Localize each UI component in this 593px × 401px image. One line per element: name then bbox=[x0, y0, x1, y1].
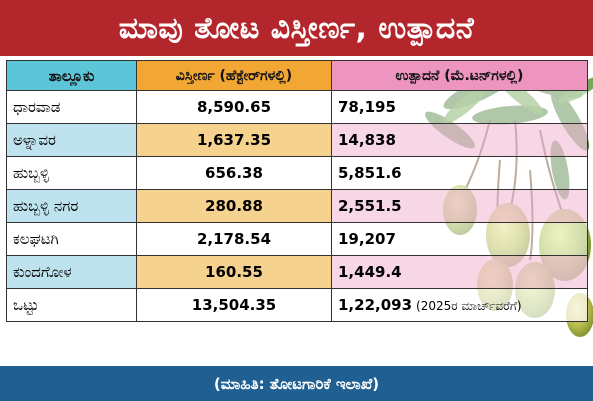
table-row: ಕಲಘಟಗಿ 2,178.54 19,207 bbox=[6, 222, 588, 256]
production-value: 2,551.5 bbox=[331, 189, 588, 223]
taluk-name: ಹುಬ್ಬಳ್ಳಿ bbox=[6, 156, 137, 190]
taluk-name: ಹುಬ್ಬಳ್ಳಿ ನಗರ bbox=[6, 189, 137, 223]
total-production: 1,22,093 bbox=[338, 296, 413, 314]
header-area: ವಿಸ್ತೀರ್ಣ (ಹೆಕ್ಟೇರ್‌ಗಳಲ್ಲಿ) bbox=[136, 60, 332, 91]
total-production-cell: 1,22,093 (2025ರ ಮಾರ್ಚ್‌ವರೆಗೆ) bbox=[331, 288, 588, 322]
taluk-name: ಕಲಘಟಗಿ bbox=[6, 222, 137, 256]
total-label: ಒಟ್ಟು bbox=[6, 288, 137, 322]
production-value: 19,207 bbox=[331, 222, 588, 256]
production-value: 14,838 bbox=[331, 123, 588, 157]
page-title: ಮಾವು ತೋಟ ವಿಸ್ತೀರ್ಣ, ಉತ್ಪಾದನೆ bbox=[118, 10, 475, 46]
table-row: ಕುಂದಗೋಳ 160.55 1,449.4 bbox=[6, 255, 588, 289]
total-note: (2025ರ ಮಾರ್ಚ್‌ವರೆಗೆ) bbox=[416, 299, 522, 313]
source-text: (ಮಾಹಿತಿ: ತೋಟಗಾರಿಕೆ ಇಲಾಖೆ) bbox=[213, 374, 380, 393]
table-row: ಅಳ್ನಾವರ 1,637.35 14,838 bbox=[6, 123, 588, 157]
title-bar: ಮಾವು ತೋಟ ವಿಸ್ತೀರ್ಣ, ಉತ್ಪಾದನೆ bbox=[0, 0, 593, 56]
area-value: 1,637.35 bbox=[136, 123, 332, 157]
area-value: 160.55 bbox=[136, 255, 332, 289]
area-value: 280.88 bbox=[136, 189, 332, 223]
area-value: 656.38 bbox=[136, 156, 332, 190]
production-value: 5,851.6 bbox=[331, 156, 588, 190]
table-header-row: ತಾಲ್ಲೂಕು ವಿಸ್ತೀರ್ಣ (ಹೆಕ್ಟೇರ್‌ಗಳಲ್ಲಿ) ಉತ್… bbox=[6, 60, 588, 91]
header-production: ಉತ್ಪಾದನೆ (ಮೆ.ಟನ್‌ಗಳಲ್ಲಿ) bbox=[331, 60, 588, 91]
total-row: ಒಟ್ಟು 13,504.35 1,22,093 (2025ರ ಮಾರ್ಚ್‌ವರ… bbox=[6, 288, 588, 322]
taluk-name: ಧಾರವಾಡ bbox=[6, 90, 137, 124]
taluk-name: ಅಳ್ನಾವರ bbox=[6, 123, 137, 157]
production-value: 1,449.4 bbox=[331, 255, 588, 289]
area-value: 8,590.65 bbox=[136, 90, 332, 124]
mango-data-table: ತಾಲ್ಲೂಕು ವಿಸ್ತೀರ್ಣ (ಹೆಕ್ಟೇರ್‌ಗಳಲ್ಲಿ) ಉತ್… bbox=[6, 60, 588, 322]
total-area: 13,504.35 bbox=[136, 288, 332, 322]
source-footer: (ಮಾಹಿತಿ: ತೋಟಗಾರಿಕೆ ಇಲಾಖೆ) bbox=[0, 366, 593, 401]
table-row: ಹುಬ್ಬಳ್ಳಿ 656.38 5,851.6 bbox=[6, 156, 588, 190]
table-row: ಧಾರವಾಡ 8,590.65 78,195 bbox=[6, 90, 588, 124]
header-taluk: ತಾಲ್ಲೂಕು bbox=[6, 60, 137, 91]
taluk-name: ಕುಂದಗೋಳ bbox=[6, 255, 137, 289]
production-value: 78,195 bbox=[331, 90, 588, 124]
area-value: 2,178.54 bbox=[136, 222, 332, 256]
table-row: ಹುಬ್ಬಳ್ಳಿ ನಗರ 280.88 2,551.5 bbox=[6, 189, 588, 223]
